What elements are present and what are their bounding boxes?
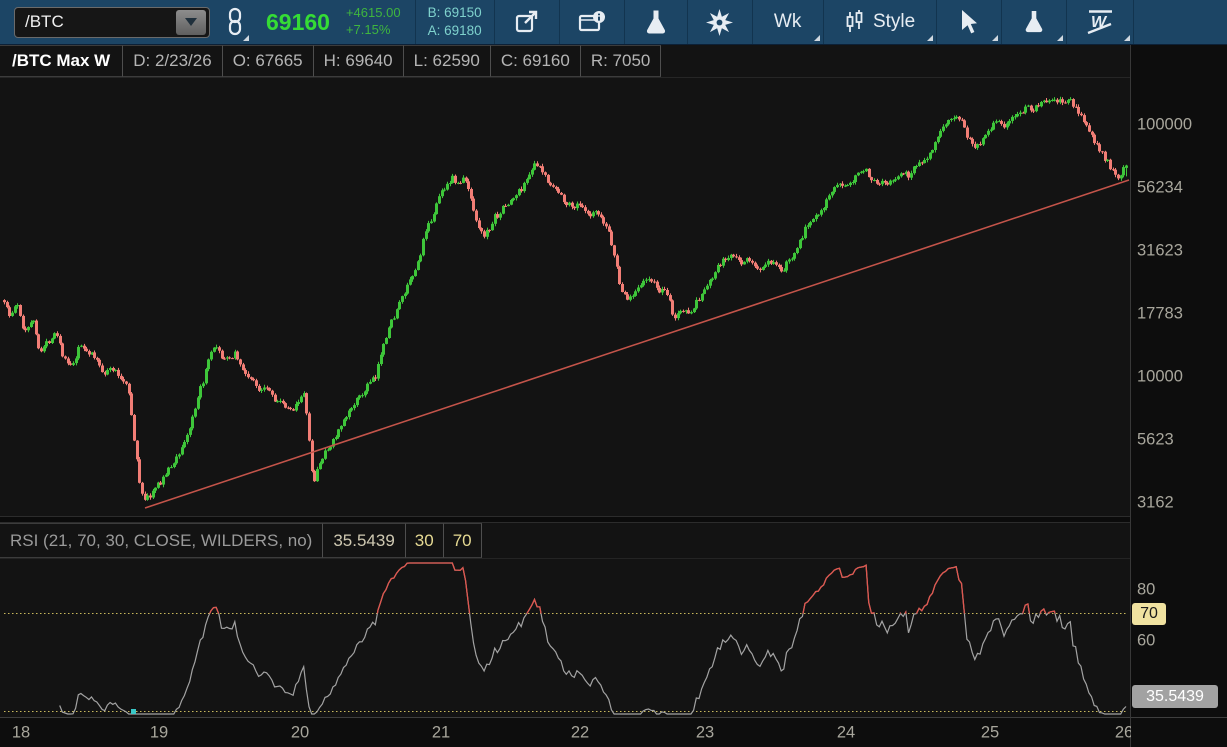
- gear-icon: [706, 8, 734, 36]
- price-axis-label: 3162: [1137, 493, 1174, 512]
- chevron-down-icon: [185, 18, 197, 26]
- dropdown-corner: [813, 34, 820, 41]
- price-axis-label: 31623: [1137, 241, 1183, 260]
- ohlc-header: /BTC Max W D: 2/23/26 O: 67665 H: 69640 …: [0, 45, 1130, 78]
- news-button[interactable]: [560, 0, 624, 45]
- change-absolute: +4615.00: [345, 5, 401, 21]
- symbol-value[interactable]: /BTC: [25, 12, 64, 31]
- rsi-pane[interactable]: [0, 559, 1130, 717]
- cursor-tool-button[interactable]: [937, 0, 1001, 45]
- flask-icon: [1025, 11, 1042, 33]
- cursor-icon: [961, 10, 977, 34]
- ohlc-close: C: 69160: [490, 45, 581, 77]
- toolbar-separator: [623, 0, 625, 44]
- time-axis-label: 19: [149, 723, 169, 741]
- price-axis-label: 5623: [1137, 430, 1174, 449]
- rsi-overbought-badge: 70: [1132, 603, 1166, 625]
- ohlc-high: H: 69640: [313, 45, 404, 77]
- last-price: 69160: [266, 8, 330, 35]
- timeframe-button[interactable]: Wk: [753, 0, 823, 45]
- dropdown-corner: [243, 34, 249, 41]
- link-channel-button[interactable]: [218, 0, 252, 45]
- rsi-header: RSI (21, 70, 30, CLOSE, WILDERS, no) 35.…: [0, 523, 1130, 559]
- link-icon: [228, 7, 242, 36]
- change-percent: +7.15%: [345, 22, 391, 37]
- time-axis-label: 21: [431, 723, 451, 741]
- ohlc-low: L: 62590: [403, 45, 491, 77]
- time-axis-label: 24: [836, 723, 856, 741]
- price-change: +4615.00 +7.15%: [346, 5, 401, 39]
- chart-symbol-period: /BTC Max W: [0, 45, 124, 77]
- dropdown-corner: [1123, 34, 1130, 41]
- toolbar-separator: [414, 0, 416, 44]
- news-info-icon: [578, 11, 605, 32]
- rsi-axis-label-80: 80: [1137, 580, 1156, 599]
- flask-icon: [646, 10, 665, 33]
- price-axis-label: 56234: [1137, 178, 1183, 197]
- rsi-value-badge: 35.5439: [1132, 685, 1218, 708]
- price-axis[interactable]: 100000 56234 31623 17783 10000 5623 3162: [1131, 45, 1227, 517]
- toolbar-separator: [1065, 0, 1067, 44]
- time-axis-label: 22: [570, 723, 590, 741]
- rsi-current-value: 35.5439: [323, 523, 406, 558]
- toolbar-separator: [686, 0, 688, 44]
- rsi-oversold-cell: 30: [405, 523, 444, 558]
- price-axis-label: 10000: [1137, 367, 1183, 386]
- price-axis-label: 17783: [1137, 304, 1183, 323]
- dropdown-corner: [1056, 34, 1063, 41]
- time-axis[interactable]: 18 19 20 21 22 23 24 25 26: [0, 717, 1134, 747]
- toolbar-separator: [935, 0, 937, 44]
- time-axis-label: 20: [290, 723, 310, 741]
- rsi-axis-label-60: 60: [1137, 631, 1156, 650]
- drawings-icon: W: [1087, 10, 1112, 35]
- ohlc-open: O: 67665: [222, 45, 314, 77]
- toolbar-separator: [822, 0, 824, 44]
- time-axis-label: 23: [695, 723, 715, 741]
- toolbar-separator: [751, 0, 753, 44]
- top-toolbar: /BTC 69160 +4615.00 +7.15% B: 69150 A: 6…: [0, 0, 1227, 45]
- toolbar-separator: [558, 0, 560, 44]
- style-button[interactable]: Style: [824, 0, 936, 45]
- candles-icon: [846, 10, 863, 32]
- dropdown-corner: [991, 34, 998, 41]
- axis-divider: [1130, 45, 1131, 747]
- axis-corner: [1131, 717, 1227, 747]
- pane-divider[interactable]: [0, 516, 1130, 523]
- analyze-flask-button[interactable]: [625, 0, 687, 45]
- rsi-overbought-cell: 70: [443, 523, 482, 558]
- share-button[interactable]: [495, 0, 559, 45]
- symbol-input[interactable]: /BTC: [14, 6, 210, 38]
- toolbar-separator: [493, 0, 495, 44]
- timeframe-label: Wk: [773, 11, 802, 32]
- strategy-flask-button[interactable]: [1002, 0, 1066, 45]
- time-axis-label: 25: [980, 723, 1000, 741]
- drawing-tools-button[interactable]: W: [1067, 0, 1133, 45]
- time-axis-label: 18: [11, 723, 31, 741]
- settings-button[interactable]: [688, 0, 752, 45]
- style-label: Style: [872, 11, 916, 32]
- ask-value: A: 69180: [427, 23, 482, 38]
- bid-ask: B: 69150 A: 69180: [428, 4, 482, 40]
- time-axis-label: 26: [1114, 723, 1134, 741]
- price-axis-label: 100000: [1137, 115, 1193, 134]
- ohlc-range: R: 7050: [580, 45, 662, 77]
- rsi-study-title[interactable]: RSI (21, 70, 30, CLOSE, WILDERS, no): [0, 523, 324, 558]
- toolbar-separator: [1000, 0, 1002, 44]
- price-chart-pane[interactable]: [0, 78, 1130, 516]
- bid-value: B: 69150: [427, 4, 482, 20]
- ohlc-date: D: 2/23/26: [123, 45, 223, 77]
- toolbar-separator: [1132, 0, 1134, 44]
- symbol-dropdown-button[interactable]: [176, 9, 206, 35]
- dropdown-corner: [926, 34, 933, 41]
- share-icon: [515, 10, 537, 33]
